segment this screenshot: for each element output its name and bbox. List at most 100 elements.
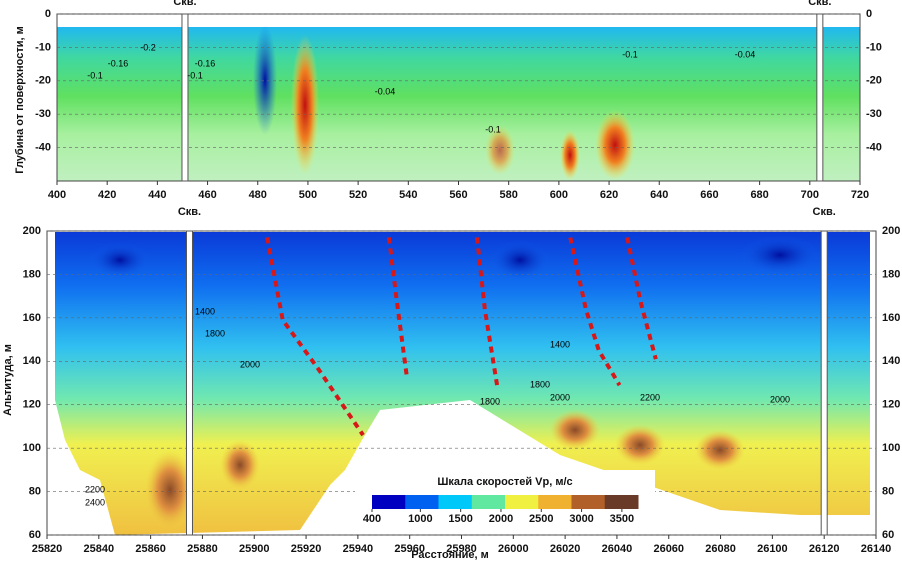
y-tick-label-right: -40 (866, 142, 882, 154)
x-tick-label: 26000 (498, 543, 529, 555)
y-tick-label: 0 (45, 8, 51, 20)
contour-label: -0.16 (195, 58, 216, 68)
contour-label: 2200 (85, 484, 105, 494)
colorbar-tick-label: 3000 (569, 513, 593, 525)
contour-label: 2000 (240, 359, 260, 369)
well-label: Скв. (173, 0, 196, 8)
well-label: Скв. (178, 206, 201, 218)
high-zone (485, 125, 515, 175)
x-tick-label: 720 (851, 189, 869, 201)
contour-label: -0.2 (140, 42, 156, 52)
x-tick-label: 440 (148, 189, 166, 201)
x-axis-title: Расстояние, м (411, 549, 489, 561)
y-tick-label: -20 (35, 75, 51, 87)
contour-label: 2400 (85, 497, 105, 507)
colorbar-swatch (571, 495, 606, 509)
colorbar-tick-label: 1000 (408, 513, 432, 525)
contour-label: -0.1 (622, 49, 638, 59)
y-axis-title: Альтитуда, м (2, 344, 14, 416)
y-axis-title: Глубина от поверхности, м (14, 26, 26, 173)
contour-label: -0.1 (485, 124, 501, 134)
colorbar-swatch (405, 495, 439, 509)
x-tick-label: 620 (600, 189, 618, 201)
x-tick-label: 460 (198, 189, 216, 201)
high-zone (220, 440, 260, 490)
x-tick-label: 26040 (602, 543, 633, 555)
x-tick-label: 25940 (343, 543, 374, 555)
fault-line (475, 237, 500, 390)
y-tick-label: 100 (23, 442, 41, 454)
x-tick-label: 520 (349, 189, 367, 201)
y-tick-label: 60 (29, 529, 41, 541)
x-tick-label: 700 (801, 189, 819, 201)
y-tick-label: 180 (23, 268, 41, 280)
x-tick-label: 26100 (757, 543, 788, 555)
colorbar-tick-label: 400 (363, 513, 381, 525)
contour-label: 2000 (770, 394, 790, 404)
contour-label: 2200 (640, 392, 660, 402)
y-tick-label: 140 (23, 355, 41, 367)
y-tick-label: 80 (29, 485, 41, 497)
x-tick-label: 25820 (32, 543, 63, 555)
x-tick-label: 25900 (239, 543, 270, 555)
x-tick-label: 600 (550, 189, 568, 201)
y-tick-label: 120 (23, 399, 41, 411)
high-zone (550, 410, 600, 450)
x-tick-label: 25960 (394, 543, 425, 555)
y-tick-label: -10 (35, 41, 51, 53)
x-tick-label: 660 (700, 189, 718, 201)
contour-label: -0.04 (375, 86, 396, 96)
y-tick-label-right: 180 (882, 268, 900, 280)
high-zone (560, 130, 580, 180)
colorbar-tick-label: 1500 (448, 513, 472, 525)
x-tick-label: 26060 (653, 543, 684, 555)
x-tick-label: 580 (500, 189, 518, 201)
x-tick-label: 400 (48, 189, 66, 201)
x-tick-label: 26140 (861, 543, 892, 555)
y-tick-label: 200 (23, 225, 41, 237)
contour-label: -0.1 (187, 70, 203, 80)
y-tick-label: -30 (35, 108, 51, 120)
colorbar-swatch (505, 495, 539, 509)
high-zone (615, 425, 665, 465)
colorbar-title: Шкала скоростей Vp, м/с (437, 476, 572, 488)
contour-label: -0.16 (108, 58, 129, 68)
x-tick-label: 540 (399, 189, 417, 201)
y-tick-label-right: -20 (866, 75, 882, 87)
y-tick-label-right: 80 (882, 485, 894, 497)
low-zone (90, 242, 150, 278)
fault-line (625, 237, 658, 360)
y-tick-label: -40 (35, 142, 51, 154)
y-tick-label-right: 0 (866, 8, 872, 20)
colorbar-tick-label: 3500 (610, 513, 634, 525)
x-tick-label: 25840 (84, 543, 115, 555)
low-zone (490, 240, 550, 280)
y-tick-label-right: 160 (882, 312, 900, 324)
colorbar-swatch (438, 495, 473, 509)
velocity-field (57, 27, 860, 181)
high-zone (695, 430, 745, 470)
bottom-field (55, 232, 870, 535)
low-zone (740, 235, 820, 275)
well-label: Скв. (813, 206, 836, 218)
contour-label: 1800 (530, 379, 550, 389)
top-field (57, 25, 860, 181)
contour-label: 1400 (550, 339, 570, 349)
high-zone (595, 110, 635, 180)
well-label: Скв. (808, 0, 831, 8)
well (816, 13, 824, 182)
x-tick-label: 560 (449, 189, 467, 201)
contour-label: -0.04 (735, 49, 756, 59)
contour-label: 2000 (550, 392, 570, 402)
x-tick-label: 25920 (291, 543, 322, 555)
colorbar-tick-label: 2500 (529, 513, 553, 525)
x-tick-label: 26120 (809, 543, 840, 555)
fault-line (568, 237, 622, 387)
y-tick-label-right: -10 (866, 41, 882, 53)
x-tick-label: 480 (249, 189, 267, 201)
low-zone (253, 25, 277, 135)
x-tick-label: 680 (750, 189, 768, 201)
y-tick-label-right: -30 (866, 108, 882, 120)
colorbar-swatch (372, 495, 406, 509)
colorbar-swatch (471, 495, 506, 509)
